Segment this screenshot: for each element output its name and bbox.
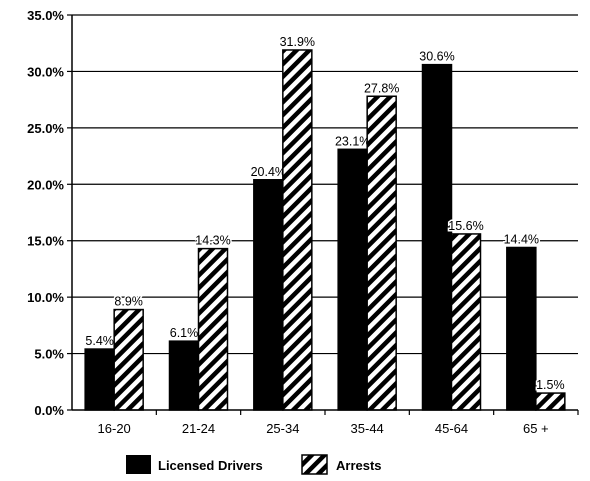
- legend-swatch-licensed-drivers: [126, 455, 151, 474]
- x-axis-ticks: 16-20 21-24 25-34 35-44 45-64 65 +: [98, 410, 579, 436]
- data-label-arrests: 31.9%: [280, 35, 315, 49]
- data-label-licensed-drivers: 6.1%: [170, 326, 199, 340]
- gridlines: [72, 14, 578, 355]
- x-tick-label: 16-20: [98, 421, 131, 436]
- bar-licensed-drivers: [84, 348, 115, 411]
- axes: [71, 15, 578, 411]
- x-tick-label: 25-34: [266, 421, 299, 436]
- legend-label-arrests: Arrests: [336, 458, 382, 473]
- bar-arrests: [197, 247, 229, 411]
- y-tick-label: 10.0%: [27, 290, 64, 305]
- bar-arrests: [282, 49, 313, 411]
- data-label-licensed-drivers: 30.6%: [419, 50, 454, 64]
- y-axis-ticks: 0.0% 5.0% 10.0% 15.0% 20.0% 25.0% 30.0% 35.0%: [27, 8, 72, 418]
- x-tick-label: 45-64: [435, 421, 468, 436]
- y-tick-label: 0.0%: [34, 403, 64, 418]
- bar-licensed-drivers: [253, 179, 284, 411]
- y-tick-label: 15.0%: [27, 234, 64, 249]
- bar-arrests: [450, 233, 482, 411]
- data-label-licensed-drivers: 20.4%: [251, 165, 286, 179]
- data-label-arrests: 15.6%: [448, 219, 483, 233]
- x-tick-label: 65 +: [523, 421, 549, 436]
- bar-licensed-drivers: [421, 63, 453, 411]
- y-tick-label: 35.0%: [27, 8, 64, 23]
- bar-arrests: [535, 392, 566, 411]
- bars: 5.4% 8.9% 6.1% 14.3% 20.4% 31.9% 23.1% 27.8% 30.…: [84, 33, 566, 411]
- data-label-licensed-drivers: 5.4%: [85, 334, 114, 348]
- y-tick-label: 5.0%: [34, 347, 64, 362]
- data-label-licensed-drivers: 23.1%: [335, 134, 370, 148]
- x-tick-label: 21-24: [182, 421, 215, 436]
- bar-licensed-drivers: [506, 246, 537, 411]
- x-tick-label: 35-44: [351, 421, 384, 436]
- legend-label-licensed-drivers: Licensed Drivers: [158, 458, 263, 473]
- data-label-arrests: 8.9%: [114, 295, 143, 309]
- bar-licensed-drivers: [168, 340, 200, 411]
- y-tick-label: 20.0%: [27, 177, 64, 192]
- data-label-arrests: 14.3%: [195, 234, 230, 248]
- bar-arrests: [366, 95, 397, 411]
- bar-licensed-drivers: [337, 148, 368, 411]
- data-label-licensed-drivers: 14.4%: [504, 232, 539, 246]
- y-tick-label: 30.0%: [27, 64, 64, 79]
- data-label-arrests: 1.5%: [536, 378, 565, 392]
- y-tick-label: 25.0%: [27, 121, 64, 136]
- data-label-arrests: 27.8%: [364, 81, 399, 95]
- legend: Licensed Drivers Arrests: [126, 454, 382, 475]
- legend-swatch-arrests: [301, 454, 328, 475]
- bar-arrests: [113, 308, 144, 411]
